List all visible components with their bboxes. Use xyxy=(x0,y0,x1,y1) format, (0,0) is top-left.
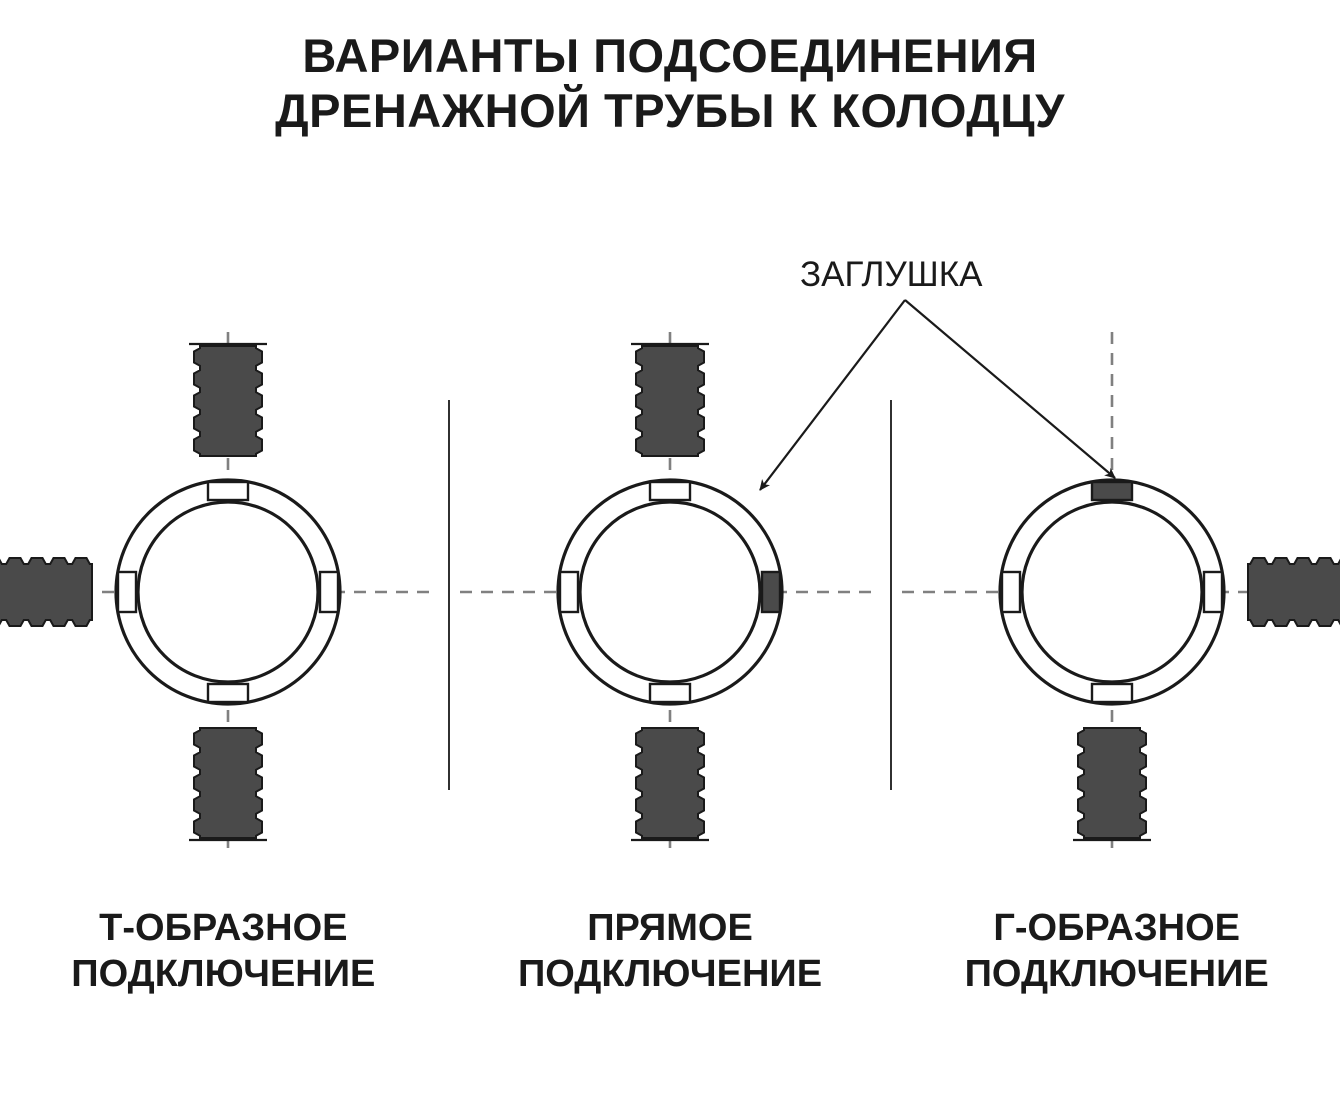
pipe-bottom xyxy=(1073,728,1151,840)
port-right-plug xyxy=(762,572,780,612)
port-top xyxy=(208,482,248,500)
pipe-top xyxy=(189,344,267,456)
port-right xyxy=(1204,572,1222,612)
pipe-right xyxy=(1248,553,1340,631)
annotation-arrow-2 xyxy=(905,300,1115,478)
pipe-bottom xyxy=(631,728,709,840)
caption-straight: ПРЯМОЕ ПОДКЛЮЧЕНИЕ xyxy=(447,905,894,998)
port-left xyxy=(1002,572,1020,612)
annotation-arrow-1 xyxy=(760,300,905,490)
port-left xyxy=(118,572,136,612)
page: ВАРИАНТЫ ПОДСОЕДИНЕНИЯ ДРЕНАЖНОЙ ТРУБЫ К… xyxy=(0,0,1340,1093)
port-right xyxy=(320,572,338,612)
well-inner-ring xyxy=(580,502,760,682)
port-left xyxy=(560,572,578,612)
pipe-top xyxy=(631,344,709,456)
caption-g: Г-ОБРАЗНОЕ ПОДКЛЮЧЕНИЕ xyxy=(893,905,1340,998)
pipe-bottom xyxy=(189,728,267,840)
port-top-plug xyxy=(1092,482,1132,500)
captions-row: Т-ОБРАЗНОЕ ПОДКЛЮЧЕНИЕ ПРЯМОЕ ПОДКЛЮЧЕНИ… xyxy=(0,905,1340,998)
port-bottom xyxy=(1092,684,1132,702)
pipe-left xyxy=(0,553,92,631)
port-bottom xyxy=(650,684,690,702)
port-bottom xyxy=(208,684,248,702)
well-inner-ring xyxy=(1022,502,1202,682)
port-top xyxy=(650,482,690,500)
well-inner-ring xyxy=(138,502,318,682)
caption-t: Т-ОБРАЗНОЕ ПОДКЛЮЧЕНИЕ xyxy=(0,905,447,998)
